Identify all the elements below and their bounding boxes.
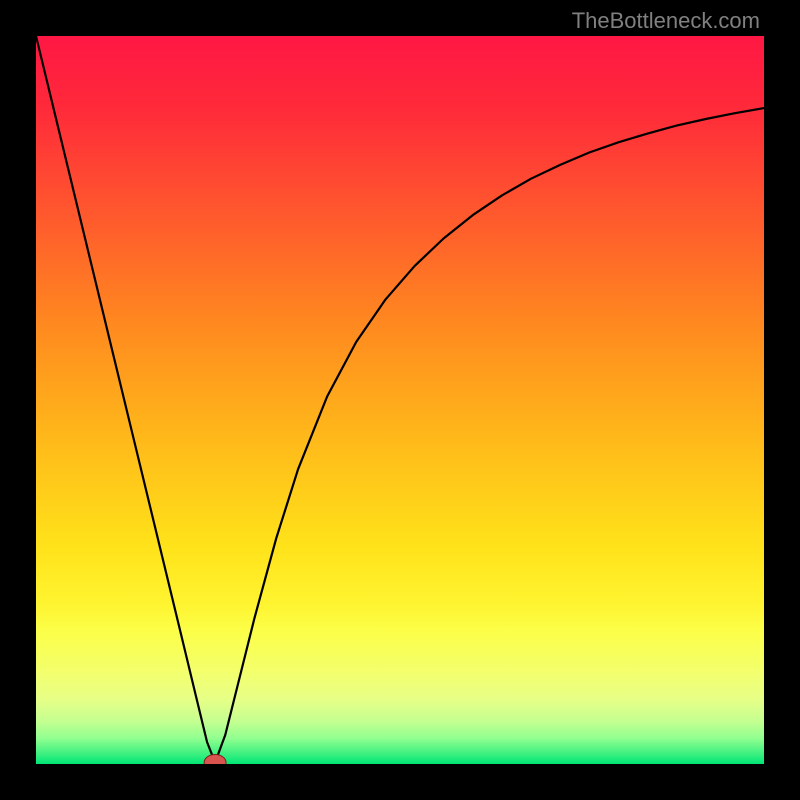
plot-area	[36, 36, 764, 764]
watermark-text: TheBottleneck.com	[572, 8, 760, 34]
heat-gradient-background	[36, 36, 764, 764]
chart-svg	[36, 36, 764, 764]
stage: TheBottleneck.com	[0, 0, 800, 800]
